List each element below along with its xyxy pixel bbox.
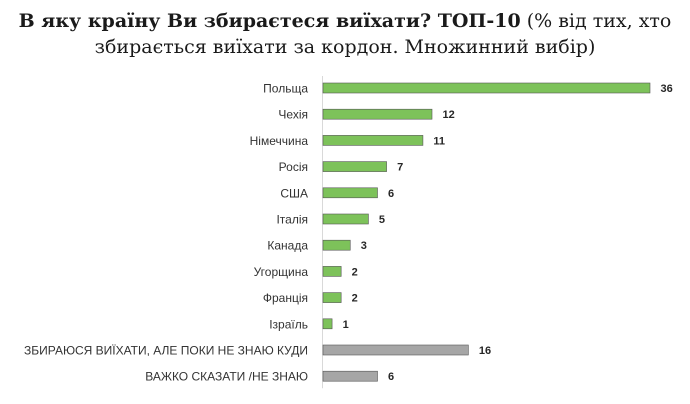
data-label: 2 — [352, 266, 358, 278]
bar — [322, 318, 333, 330]
data-label: 36 — [661, 83, 673, 95]
chart-title: В яку країну Ви збираєтеся виїхати? ТОП-… — [0, 8, 690, 60]
bar — [322, 266, 342, 277]
category-label: Ізраїль — [269, 317, 308, 331]
chart-title-rest: (% від тих, хто — [520, 10, 672, 32]
data-label: 6 — [388, 188, 394, 200]
data-label: 5 — [379, 214, 385, 226]
data-label: 6 — [388, 371, 394, 383]
bar — [322, 187, 378, 199]
data-label: 11 — [433, 135, 445, 147]
category-label: Італія — [276, 213, 308, 227]
category-label: Канада — [267, 239, 308, 253]
category-label: Угорщина — [254, 265, 309, 279]
bar — [322, 370, 378, 382]
category-label: ЗБИРАЮСЯ ВИЇХАТИ, АЛЕ ПОКИ НЕ ЗНАЮ КУДИ — [24, 344, 308, 358]
category-label: ВАЖКО СКАЗАТИ /НЕ ЗНАЮ — [145, 370, 308, 384]
data-label: 1 — [343, 319, 349, 331]
bar — [322, 239, 351, 251]
category-label: Чехія — [278, 108, 308, 122]
bar — [322, 344, 469, 356]
data-label: 3 — [361, 240, 367, 252]
data-label: 16 — [479, 345, 491, 357]
bar — [322, 108, 433, 120]
bar — [322, 135, 424, 146]
category-label: Франція — [263, 291, 308, 305]
category-label: США — [280, 186, 308, 200]
data-label: 2 — [352, 293, 358, 305]
bar — [322, 82, 651, 94]
chart-title-bold: В яку країну Ви збираєтеся виїхати? ТОП-… — [18, 10, 521, 32]
category-label: Польща — [263, 82, 308, 96]
chart-title-line2: збирається виїхати за кордон. Множинний … — [94, 36, 596, 58]
bar — [322, 292, 342, 303]
category-label: Німеччина — [250, 134, 309, 148]
data-label: 7 — [397, 162, 403, 174]
bar — [322, 213, 369, 225]
bar — [322, 161, 387, 172]
data-label: 12 — [443, 109, 455, 121]
category-label: Росія — [279, 160, 308, 174]
